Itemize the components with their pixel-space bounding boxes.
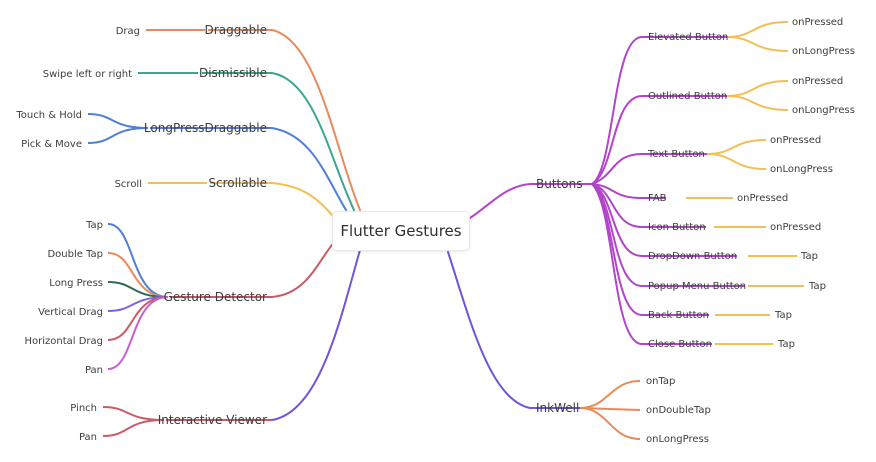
leaf-double-tap: Double Tap bbox=[47, 249, 103, 260]
edge-root-interactive-viewer bbox=[271, 249, 361, 421]
node-gesture-detector: Gesture Detector bbox=[164, 290, 267, 304]
node-close-button: Close Button bbox=[648, 339, 712, 350]
event-text-onpressed: onPressed bbox=[770, 135, 821, 146]
event-back-tap: Tap bbox=[774, 310, 792, 321]
edge-root-scrollable bbox=[271, 182, 339, 223]
node-longpressdraggable: LongPressDraggable bbox=[144, 121, 267, 135]
leaf-horizontal-drag: Horizontal Drag bbox=[24, 336, 103, 347]
node-buttons: Buttons bbox=[536, 177, 582, 191]
event-inkwell-ondoubletap: onDoubleTap bbox=[646, 405, 711, 416]
node-interactive-viewer: Interactive Viewer bbox=[158, 413, 267, 427]
leaf-drag: Drag bbox=[116, 26, 140, 37]
leaf-vertical-drag: Vertical Drag bbox=[38, 307, 103, 318]
event-outlined-onlongpress: onLongPress bbox=[792, 105, 855, 116]
edge-root-draggable bbox=[271, 29, 361, 211]
root-label: Flutter Gestures bbox=[340, 222, 462, 240]
edge-root-inkwell bbox=[447, 251, 531, 409]
event-popup-tap: Tap bbox=[808, 281, 826, 292]
event-text-onlongpress: onLongPress bbox=[770, 164, 833, 175]
leaf-long-press: Long Press bbox=[49, 278, 103, 289]
leaf-pinch: Pinch bbox=[70, 403, 97, 414]
node-text-button: Text Button bbox=[647, 149, 705, 160]
event-dropdown-tap: Tap bbox=[800, 251, 818, 262]
leaf-pick-move: Pick & Move bbox=[21, 139, 82, 150]
node-back-button: Back Button bbox=[648, 310, 709, 321]
event-inkwell-ontap: onTap bbox=[646, 376, 675, 387]
node-dropdown-button: DropDown Button bbox=[648, 251, 737, 262]
leaf-scroll: Scroll bbox=[115, 179, 142, 190]
edge-root-buttons bbox=[469, 183, 531, 219]
node-elevated-button: Elevated Button bbox=[648, 32, 728, 43]
event-icon-onpressed: onPressed bbox=[770, 222, 821, 233]
node-popup-menu-button: Popup Menu Button bbox=[648, 281, 746, 292]
leaf-pan: Pan bbox=[85, 365, 103, 376]
node-dismissible: Dismissible bbox=[199, 66, 267, 80]
event-fab-onpressed: onPressed bbox=[737, 193, 788, 204]
node-scrollable: Scrollable bbox=[208, 176, 267, 190]
edge-root-longpressdraggable bbox=[271, 127, 347, 211]
leaf-touch-hold: Touch & Hold bbox=[15, 110, 82, 121]
node-outlined-button: Outlined Button bbox=[648, 91, 727, 102]
leaf-swipe: Swipe left or right bbox=[43, 69, 132, 80]
event-close-tap: Tap bbox=[777, 339, 795, 350]
node-fab: FAB bbox=[648, 193, 667, 204]
event-elevated-onlongpress: onLongPress bbox=[792, 46, 855, 57]
node-draggable: Draggable bbox=[205, 23, 267, 37]
root-node: Flutter Gestures bbox=[333, 212, 469, 250]
event-outlined-onpressed: onPressed bbox=[792, 76, 843, 87]
leaf-tap: Tap bbox=[85, 220, 103, 231]
node-inkwell: InkWell bbox=[536, 401, 579, 415]
event-inkwell-onlongpress: onLongPress bbox=[646, 434, 709, 445]
edge-root-gesture-detector bbox=[271, 239, 337, 298]
leaf-pan-viewer: Pan bbox=[79, 432, 97, 443]
node-icon-button: Icon Button bbox=[648, 222, 706, 233]
event-elevated-onpressed: onPressed bbox=[792, 17, 843, 28]
edge-root-dismissible bbox=[271, 72, 355, 211]
